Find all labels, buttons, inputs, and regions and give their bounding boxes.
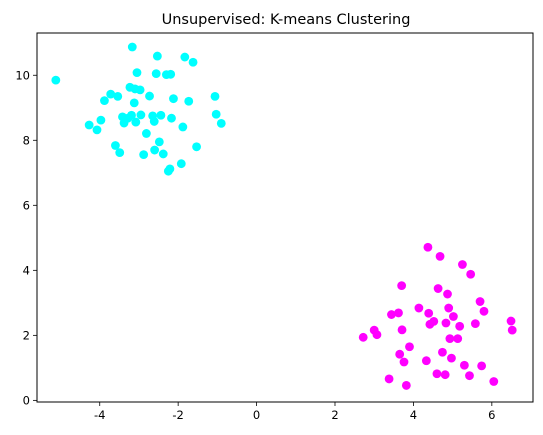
data-point: [397, 325, 407, 335]
data-point: [401, 381, 411, 390]
data-point: [106, 89, 116, 99]
data-point: [192, 142, 201, 152]
data-point: [423, 242, 433, 252]
data-point: [113, 92, 123, 101]
x-tick-label: 2: [331, 408, 338, 422]
data-point: [169, 94, 178, 104]
x-tick-label: 4: [410, 408, 417, 422]
data-point: [358, 332, 368, 342]
data-point: [96, 115, 106, 125]
data-point: [165, 164, 175, 174]
data-point: [111, 141, 120, 150]
data-point: [158, 149, 168, 159]
data-point: [135, 85, 145, 95]
data-point: [166, 69, 176, 79]
data-point: [399, 357, 409, 367]
data-point: [432, 369, 442, 379]
data-point: [210, 92, 220, 101]
data-point: [470, 319, 480, 329]
data-point: [433, 284, 443, 293]
data-point: [150, 145, 160, 155]
data-point: [453, 334, 463, 343]
data-point: [149, 117, 159, 126]
x-tick-label: -4: [94, 408, 105, 422]
data-point: [129, 98, 139, 108]
data-point: [477, 361, 487, 371]
y-tick-label: 2: [23, 328, 30, 342]
chart-title: Unsupervised: K-means Clustering: [162, 12, 411, 28]
data-point: [449, 312, 458, 321]
y-tick-label: 4: [23, 263, 30, 277]
data-point: [176, 159, 186, 169]
y-tick-label: 10: [15, 68, 30, 82]
data-point: [167, 113, 176, 123]
data-point: [458, 260, 467, 269]
data-point: [435, 251, 445, 261]
data-point: [475, 297, 485, 306]
data-point: [465, 371, 474, 381]
plot-area: [51, 42, 517, 390]
data-point: [141, 129, 151, 138]
y-tick-label: 8: [23, 133, 30, 147]
data-point: [136, 110, 146, 120]
data-point: [127, 42, 137, 52]
data-point: [438, 347, 447, 357]
data-point: [156, 110, 166, 120]
data-point: [372, 330, 382, 340]
data-point: [506, 316, 516, 326]
data-point: [397, 281, 407, 291]
data-point: [132, 68, 142, 78]
x-tick-label: 0: [253, 408, 260, 422]
data-point: [421, 356, 431, 366]
y-tick-label: 0: [23, 393, 30, 407]
data-point: [445, 334, 455, 343]
data-point: [84, 120, 94, 130]
data-point: [139, 150, 149, 159]
data-point: [440, 370, 450, 380]
data-point: [100, 96, 109, 106]
data-point: [429, 316, 439, 326]
data-point: [384, 374, 394, 384]
data-point: [459, 360, 469, 370]
data-point: [178, 122, 188, 132]
data-point: [489, 377, 499, 386]
data-point: [184, 96, 194, 106]
y-axis: 0 2 4 6 8 10: [15, 68, 37, 407]
data-point: [405, 342, 414, 352]
data-point: [395, 349, 405, 359]
axes-frame: [36, 32, 534, 403]
y-tick-label: 6: [23, 198, 30, 212]
data-point: [507, 325, 517, 335]
data-point: [145, 91, 154, 101]
data-point: [447, 353, 456, 363]
data-point: [441, 318, 451, 328]
data-point: [466, 269, 476, 279]
x-axis: -4 -2 0 2 4 6: [94, 402, 495, 422]
x-tick-label: -2: [172, 408, 183, 422]
data-point: [443, 289, 452, 299]
data-point: [92, 125, 102, 135]
data-point: [455, 321, 465, 331]
data-point: [131, 117, 141, 127]
data-point: [51, 75, 61, 85]
data-point: [394, 308, 403, 318]
data-point: [479, 306, 489, 316]
data-point: [152, 51, 162, 61]
data-point: [211, 109, 221, 119]
data-point: [414, 303, 424, 313]
data-point: [180, 52, 190, 62]
data-point: [424, 308, 434, 318]
data-point: [444, 303, 454, 313]
data-point: [127, 110, 136, 120]
data-point: [216, 118, 226, 128]
x-tick-label: 6: [488, 408, 495, 422]
data-point: [154, 137, 164, 147]
data-point: [151, 69, 161, 79]
data-point: [115, 148, 125, 158]
data-point: [387, 310, 396, 319]
data-point: [188, 57, 198, 67]
